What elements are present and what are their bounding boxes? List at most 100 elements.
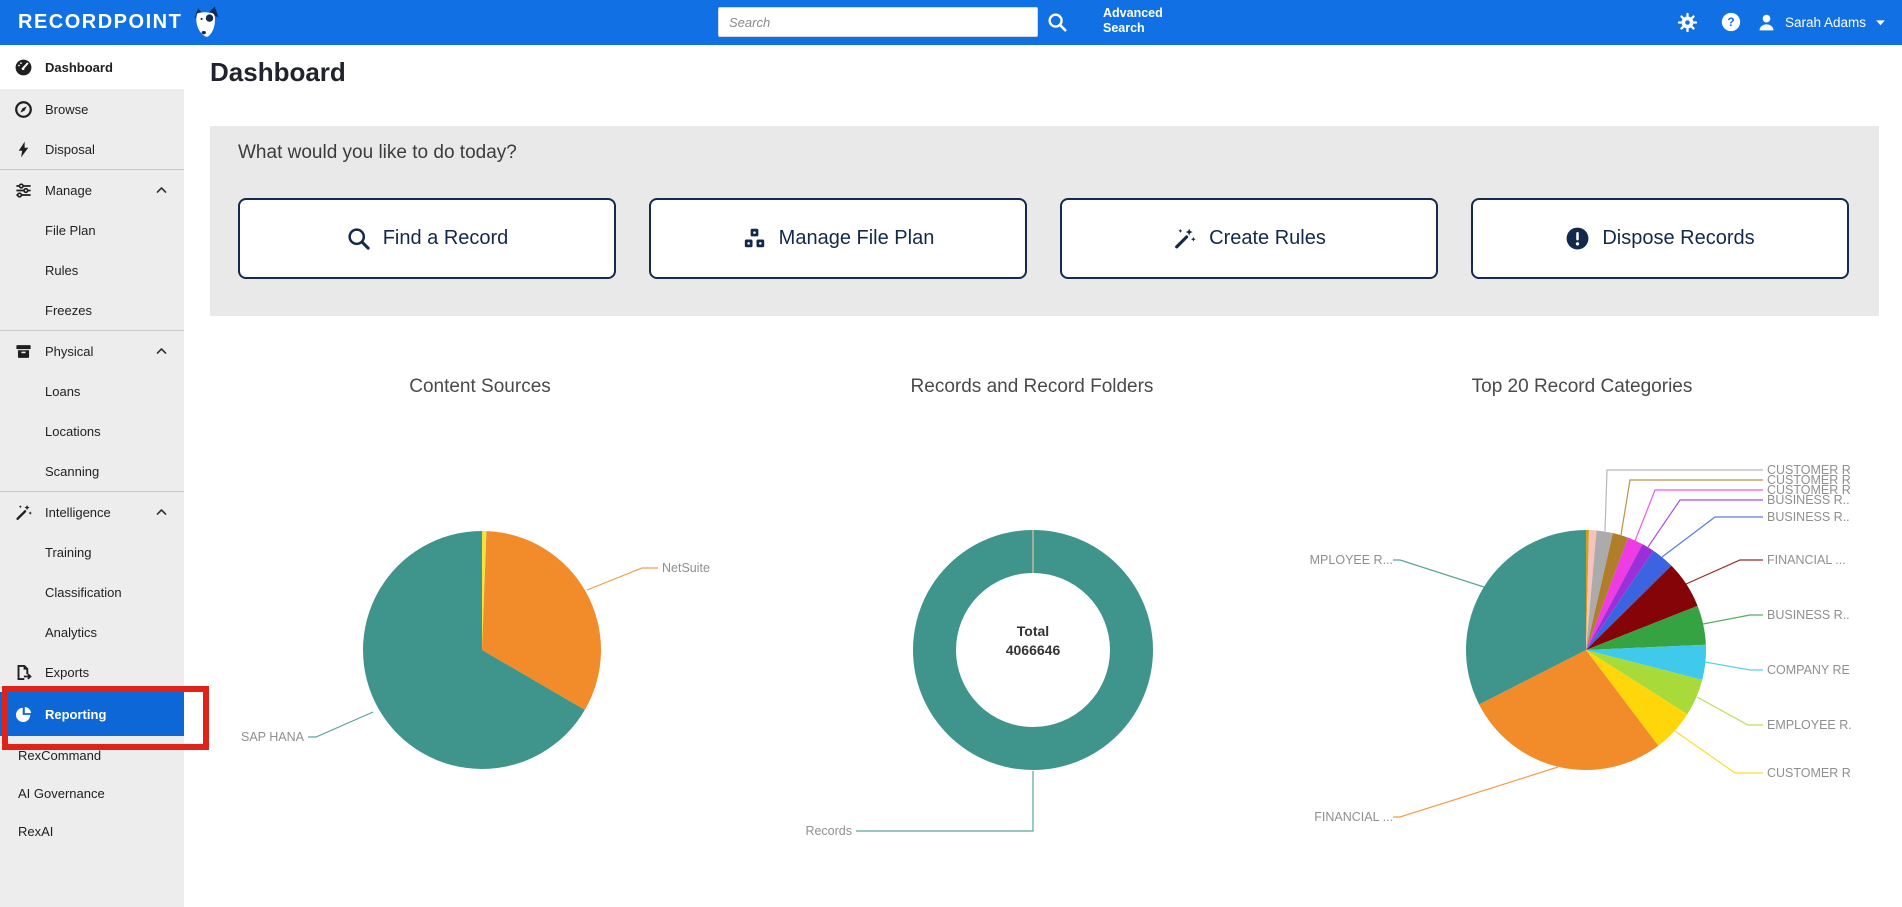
chart-top20-categories: CUSTOMER R CUSTOMER R CUSTOMER R BUSINESS R… xyxy=(1310,430,1902,850)
pie-slice xyxy=(1586,544,1654,650)
chart-title-content-sources: Content Sources xyxy=(409,376,551,397)
slice-label: SAP HANA xyxy=(241,730,304,744)
sidebar-item-label: Analytics xyxy=(45,624,98,640)
sidebar-nav: Dashboard Browse Disposal Manage File Plan Ru… xyxy=(0,45,184,907)
leader-line xyxy=(1393,766,1559,818)
sidebar-item-rexcommand[interactable]: RexCommand xyxy=(0,736,184,774)
sidebar-item-label: Dashboard xyxy=(45,59,113,75)
sidebar-item-label: AI Governance xyxy=(18,785,105,801)
sidebar-divider xyxy=(0,169,184,170)
sidebar-item-physical[interactable]: Physical xyxy=(0,331,184,371)
donut-center-text: Total 4066646 xyxy=(953,622,1113,660)
help-icon[interactable]: ? xyxy=(1720,11,1742,33)
sidebar-item-label: Scanning xyxy=(45,463,100,479)
chevron-up-icon[interactable] xyxy=(154,344,169,359)
sidebar-item-reporting[interactable]: Reporting xyxy=(0,692,184,736)
sidebar-item-exports[interactable]: Exports xyxy=(0,652,184,692)
sidebar-item-browse[interactable]: Browse xyxy=(0,89,184,129)
chart-canvas xyxy=(856,530,1153,832)
dispose-records-button[interactable]: Dispose Records xyxy=(1471,198,1849,279)
cubes-icon xyxy=(742,226,767,251)
sidebar-item-label: Exports xyxy=(45,664,90,680)
sidebar-item-freezes[interactable]: Freezes xyxy=(0,290,184,330)
alert-icon xyxy=(1565,226,1590,251)
sidebar-item-classification[interactable]: Classification xyxy=(0,572,184,612)
search-input[interactable] xyxy=(718,7,1038,37)
action-button-label: Create Rules xyxy=(1209,227,1326,249)
sidebar-item-label: Training xyxy=(45,544,92,560)
pie-slice xyxy=(1466,530,1586,705)
leader-line xyxy=(1661,516,1763,558)
pie-slice xyxy=(1586,537,1643,650)
action-button-label: Find a Record xyxy=(382,227,509,249)
sidebar-item-intelligence[interactable]: Intelligence xyxy=(0,492,184,532)
pie-slice xyxy=(482,531,602,710)
manage-file-plan-button[interactable]: Manage File Plan xyxy=(649,198,1027,279)
sidebar-item-label: RexAI xyxy=(18,823,54,839)
advanced-search-link[interactable]: Advanced Search xyxy=(1103,6,1163,36)
leader-line xyxy=(308,711,374,738)
caret-down-icon xyxy=(1874,16,1887,29)
slice-label: BUSINESS R.. xyxy=(1767,510,1850,524)
leader-line xyxy=(856,771,1034,832)
leader-line xyxy=(1685,559,1763,585)
sidebar-item-rules[interactable]: Rules xyxy=(0,250,184,290)
sidebar-item-analytics[interactable]: Analytics xyxy=(0,612,184,652)
sidebar-item-manage[interactable]: Manage xyxy=(0,170,184,210)
chevron-up-icon[interactable] xyxy=(154,505,169,520)
sidebar-item-loans[interactable]: Loans xyxy=(0,371,184,411)
sidebar-item-file-plan[interactable]: File Plan xyxy=(0,210,184,250)
pie-slice xyxy=(1586,530,1597,650)
chart-content-sources: NetSuite SAP HANA xyxy=(210,430,770,850)
quick-actions-panel: What would you like to do today? Find a … xyxy=(210,126,1879,316)
sidebar-item-label: Manage xyxy=(45,182,92,198)
advanced-search-line2: Search xyxy=(1103,21,1145,35)
sidebar-item-ai-governance[interactable]: AI Governance xyxy=(0,774,184,812)
manage-icon xyxy=(14,181,33,200)
leader-line xyxy=(1634,489,1763,542)
sidebar-divider xyxy=(0,491,184,492)
chevron-up-icon[interactable] xyxy=(154,183,169,198)
donut-total-value: 4066646 xyxy=(1005,642,1061,658)
pie-slice xyxy=(1586,533,1629,650)
sidebar-item-disposal[interactable]: Disposal xyxy=(0,129,184,169)
sidebar-item-scanning[interactable]: Scanning xyxy=(0,451,184,491)
intelligence-icon xyxy=(14,503,33,522)
pie-slice xyxy=(1586,605,1706,650)
slice-label: CUSTOMER R xyxy=(1767,483,1851,497)
pie-slice xyxy=(1479,650,1659,771)
logo[interactable]: RECORDPOINT xyxy=(18,0,221,45)
pie-slice xyxy=(1586,530,1590,650)
slice-label: COMPANY RE xyxy=(1767,663,1850,677)
slice-label: FINANCIAL ... xyxy=(1314,810,1393,824)
actions-row: Find a Record Manage File Plan Create Rule… xyxy=(238,198,1849,279)
logo-text: RECORDPOINT xyxy=(18,11,183,33)
pie-slice xyxy=(1586,550,1672,650)
find-a-record-button[interactable]: Find a Record xyxy=(238,198,616,279)
sidebar-item-label: Disposal xyxy=(45,141,95,157)
search-icon[interactable] xyxy=(1046,11,1068,33)
wand-icon xyxy=(1172,226,1197,251)
dashboard-icon xyxy=(14,58,33,77)
sidebar-item-label: Freezes xyxy=(45,302,92,318)
leader-line xyxy=(1674,730,1763,774)
pie-slice xyxy=(1586,530,1613,650)
sidebar-item-training[interactable]: Training xyxy=(0,532,184,572)
chart-title-records-folders: Records and Record Folders xyxy=(910,376,1154,397)
leader-line xyxy=(1620,479,1763,536)
chart-canvas xyxy=(1393,469,1763,818)
create-rules-button[interactable]: Create Rules xyxy=(1060,198,1438,279)
slice-label: BUSINESS R.. xyxy=(1767,608,1850,622)
panel-prompt: What would you like to do today? xyxy=(238,142,517,163)
sidebar-item-rexai[interactable]: RexAI xyxy=(0,812,184,850)
sidebar-item-locations[interactable]: Locations xyxy=(0,411,184,451)
sidebar-item-dashboard[interactable]: Dashboard xyxy=(0,45,184,89)
user-menu[interactable]: Sarah Adams xyxy=(1756,0,1887,45)
leader-line xyxy=(1702,614,1763,625)
settings-gear-icon[interactable] xyxy=(1676,11,1699,34)
sidebar-item-label: Loans xyxy=(45,383,81,399)
exports-icon xyxy=(14,663,33,682)
leader-line xyxy=(1393,559,1485,588)
btnsearch-icon xyxy=(346,226,371,251)
chart-records-folders: Records xyxy=(805,430,1260,850)
